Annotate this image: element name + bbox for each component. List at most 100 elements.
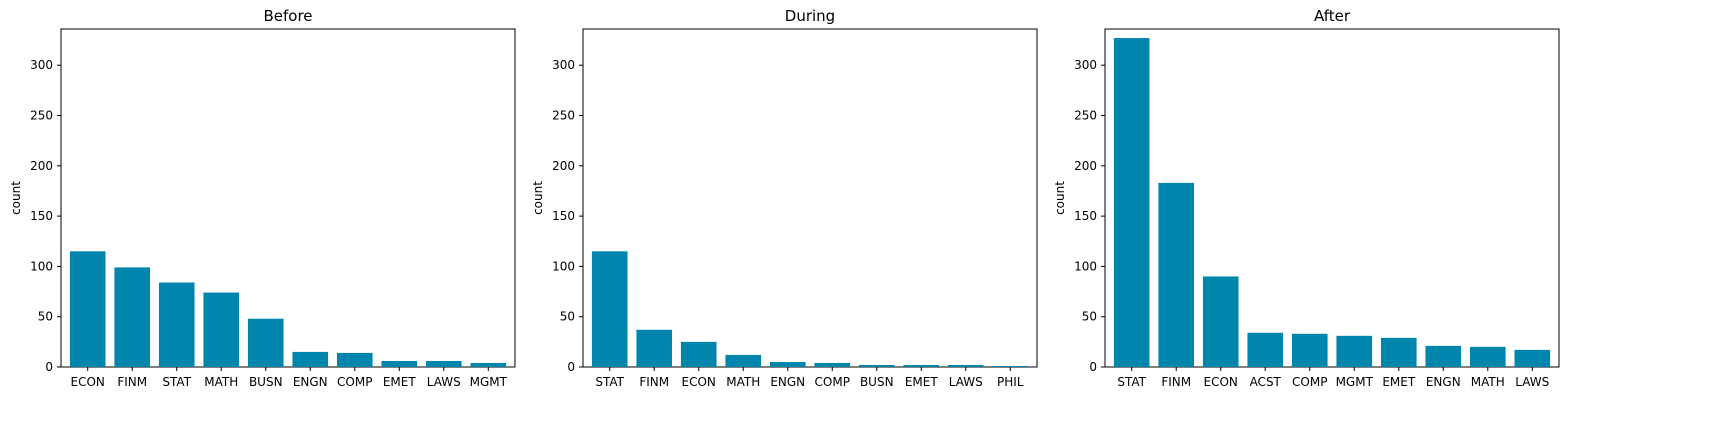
y-ticks-group: 0 50 100 150 200 250 300 [552, 58, 583, 374]
x-tick-label: ENGN [1426, 375, 1461, 389]
y-tick-label: 50 [560, 310, 575, 324]
chart-title: After [1314, 7, 1351, 25]
bar-stat [591, 251, 628, 367]
y-tick-label: 250 [552, 109, 575, 123]
y-ticks-group: 0 50 100 150 200 250 300 [30, 58, 61, 374]
y-tick-label: 0 [1089, 360, 1097, 374]
x-tick-label: LAWS [1515, 375, 1549, 389]
y-axis-label: count [1053, 181, 1067, 215]
bar-emet [1380, 337, 1417, 367]
y-tick-label: 200 [552, 159, 575, 173]
y-tick-label: 100 [552, 259, 575, 273]
x-tick-label: FINM [117, 375, 147, 389]
plot-area-frame [582, 28, 1038, 368]
x-tick-label: LAWS [427, 375, 461, 389]
x-ticks-group: ECON FINM STAT MATH BUSN ENGN COMP EMET LAWS MGMT [71, 367, 508, 389]
x-tick-label: EMET [383, 375, 417, 389]
x-tick-label: ECON [682, 375, 716, 389]
y-axis-label: count [531, 181, 545, 215]
y-tick-label: 300 [552, 58, 575, 72]
bar-mgmt [470, 362, 507, 367]
y-tick-label: 50 [1082, 310, 1097, 324]
bar-busn [247, 318, 284, 367]
bar-econ [680, 341, 717, 367]
x-tick-label: COMP [337, 375, 372, 389]
bar-mgmt [1336, 335, 1373, 367]
bars-group [1113, 38, 1551, 367]
y-tick-label: 0 [567, 360, 575, 374]
y-tick-label: 150 [30, 209, 53, 223]
bar-comp [336, 352, 373, 367]
bar-engn [1425, 345, 1462, 367]
y-tick-label: 150 [552, 209, 575, 223]
x-tick-label: ECON [1204, 375, 1238, 389]
x-tick-label: COMP [815, 375, 850, 389]
y-tick-label: 250 [1074, 109, 1097, 123]
bar-busn [858, 364, 895, 367]
x-tick-label: EMET [1382, 375, 1416, 389]
x-tick-label: FINM [1161, 375, 1191, 389]
bar-finm [1158, 182, 1195, 367]
bar-engn [292, 351, 329, 367]
bar-econ [69, 251, 106, 367]
y-axis-label: count [9, 181, 23, 215]
bar-math [725, 354, 762, 367]
plot-area-frame [60, 28, 516, 368]
y-tick-label: 300 [30, 58, 53, 72]
x-tick-label: MATH [726, 375, 760, 389]
x-tick-label: ACST [1250, 375, 1282, 389]
bar-stat [1113, 38, 1150, 367]
y-tick-label: 100 [30, 259, 53, 273]
y-tick-label: 50 [38, 310, 53, 324]
x-tick-label: COMP [1292, 375, 1327, 389]
x-tick-label: MATH [204, 375, 238, 389]
chart-title: During [785, 7, 835, 25]
bar-finm [636, 329, 673, 367]
x-tick-label: STAT [1117, 375, 1146, 389]
bars-group [69, 251, 507, 367]
subplot-before: Before count 0 50 100 150 200 250 300 ECON FINM… [9, 7, 516, 389]
bar-finm [114, 267, 151, 367]
bars-group [591, 251, 1029, 367]
x-tick-label: ECON [71, 375, 105, 389]
bar-emet [381, 360, 418, 367]
bar-econ [1202, 276, 1239, 367]
subplot-during: During count 0 50 100 150 200 250 300 STAT FINM… [531, 7, 1038, 389]
y-tick-label: 150 [1074, 209, 1097, 223]
bar-laws [425, 360, 462, 367]
plot-area-frame [1104, 28, 1560, 368]
subplot-after: After count 0 50 100 150 200 250 300 STAT FINM E… [1053, 7, 1560, 389]
bar-laws [947, 364, 984, 367]
x-tick-label: BUSN [860, 375, 894, 389]
x-tick-label: ENGN [770, 375, 805, 389]
y-tick-label: 200 [1074, 159, 1097, 173]
x-tick-label: MGMT [470, 375, 508, 389]
bar-engn [769, 361, 806, 367]
x-ticks-group: STAT FINM ECON ACST COMP MGMT EMET ENGN MATH LAWS [1117, 367, 1549, 389]
y-tick-label: 300 [1074, 58, 1097, 72]
bar-math [1469, 346, 1506, 367]
x-tick-label: STAT [162, 375, 191, 389]
y-tick-label: 200 [30, 159, 53, 173]
bar-stat [158, 282, 195, 367]
bar-laws [1514, 349, 1551, 367]
x-tick-label: BUSN [249, 375, 283, 389]
bar-math [203, 292, 240, 367]
x-ticks-group: STAT FINM ECON MATH ENGN COMP BUSN EMET LAWS PHIL [595, 367, 1024, 389]
y-ticks-group: 0 50 100 150 200 250 300 [1074, 58, 1105, 374]
x-tick-label: STAT [595, 375, 624, 389]
bar-acst [1247, 332, 1284, 367]
bar-comp [814, 362, 851, 367]
bar-emet [903, 364, 940, 367]
x-tick-label: LAWS [949, 375, 983, 389]
y-tick-label: 0 [45, 360, 53, 374]
bar-phil [992, 365, 1029, 367]
x-tick-label: MGMT [1336, 375, 1374, 389]
bar-comp [1291, 333, 1328, 367]
x-tick-label: PHIL [997, 375, 1024, 389]
y-tick-label: 250 [30, 109, 53, 123]
x-tick-label: ENGN [293, 375, 328, 389]
y-tick-label: 100 [1074, 259, 1097, 273]
x-tick-label: FINM [639, 375, 669, 389]
